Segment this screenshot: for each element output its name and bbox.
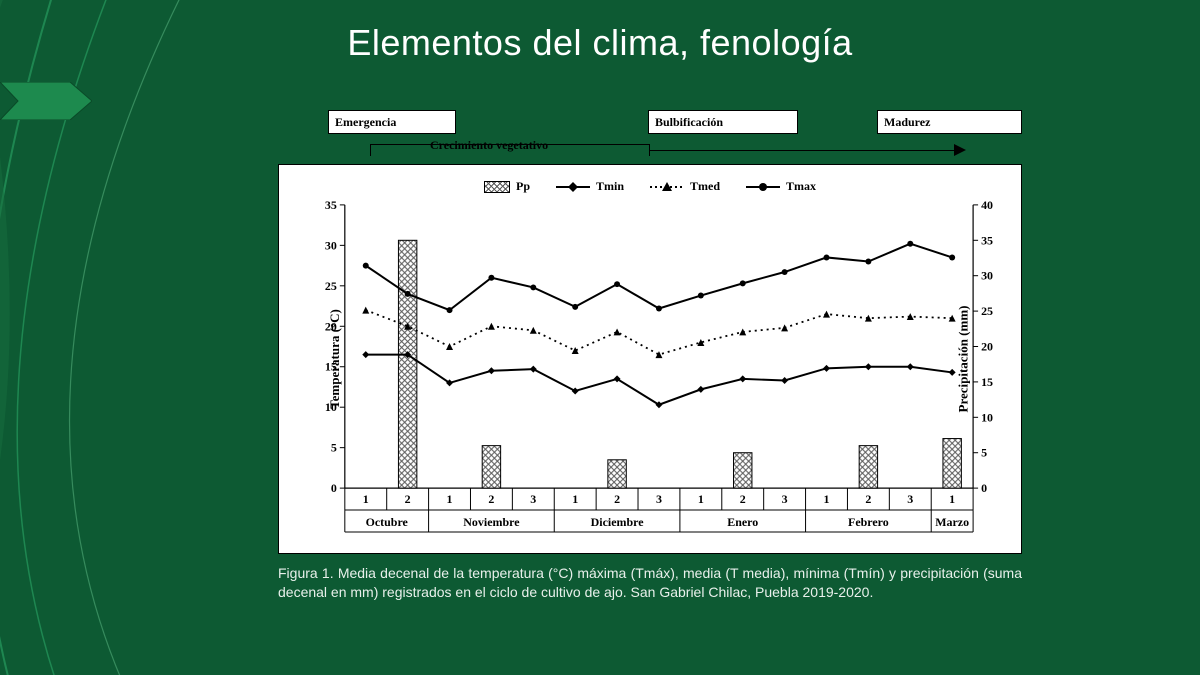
svg-text:30: 30 [325,238,337,252]
figure-caption: Figura 1. Media decenal de la temperatur… [278,564,1022,602]
svg-text:0: 0 [331,481,337,495]
slide-title: Elementos del clima, fenología [0,22,1200,64]
phase-bulbificacion: Bulbificación [648,110,798,134]
svg-text:Noviembre: Noviembre [463,515,519,529]
phenology-phase-row: Emergencia Bulbificación Madurez [278,110,1022,138]
svg-text:10: 10 [981,410,993,424]
svg-text:20: 20 [981,339,993,353]
svg-text:1: 1 [949,492,955,506]
svg-text:25: 25 [325,279,337,293]
svg-text:1: 1 [363,492,369,506]
svg-text:2: 2 [865,492,871,506]
svg-text:Febrero: Febrero [848,515,889,529]
svg-text:2: 2 [740,492,746,506]
svg-text:3: 3 [530,492,536,506]
growth-arrow-head-icon [954,144,966,156]
svg-text:10: 10 [325,400,337,414]
svg-text:35: 35 [981,233,993,247]
phase-madurez: Madurez [877,110,1022,134]
growth-arrow-line [650,150,956,151]
svg-text:2: 2 [405,492,411,506]
phase-emergencia: Emergencia [328,110,456,134]
svg-text:1: 1 [572,492,578,506]
growth-label: Crecimiento vegetativo [430,138,548,153]
svg-text:15: 15 [981,375,993,389]
climate-chart: Temperatura (°C) Precipitación (mm) Pp T… [278,164,1022,554]
figure-panel: Emergencia Bulbificación Madurez Crecimi… [278,110,1022,554]
svg-text:1: 1 [447,492,453,506]
svg-text:30: 30 [981,269,993,283]
svg-text:Marzo: Marzo [935,515,969,529]
svg-text:5: 5 [331,441,337,455]
ribbon-arrow-icon [0,82,92,120]
svg-text:15: 15 [325,360,337,374]
svg-text:1: 1 [824,492,830,506]
chart-svg: 0 5 10 15 20 25 30 35 0 5 10 15 20 25 30 35 40 1 2 1 2 3 1 2 3 1 2… [279,165,1021,554]
growth-vegetative-row: Crecimiento vegetativo [278,140,1022,164]
svg-text:3: 3 [907,492,913,506]
svg-text:40: 40 [981,198,993,212]
svg-text:2: 2 [614,492,620,506]
svg-text:25: 25 [981,304,993,318]
svg-text:3: 3 [656,492,662,506]
svg-text:20: 20 [325,319,337,333]
svg-text:Enero: Enero [727,515,758,529]
svg-text:1: 1 [698,492,704,506]
svg-text:Diciembre: Diciembre [591,515,644,529]
svg-text:3: 3 [782,492,788,506]
svg-text:2: 2 [488,492,494,506]
svg-text:5: 5 [981,446,987,460]
svg-text:35: 35 [325,198,337,212]
svg-text:0: 0 [981,481,987,495]
svg-text:Octubre: Octubre [366,515,408,529]
